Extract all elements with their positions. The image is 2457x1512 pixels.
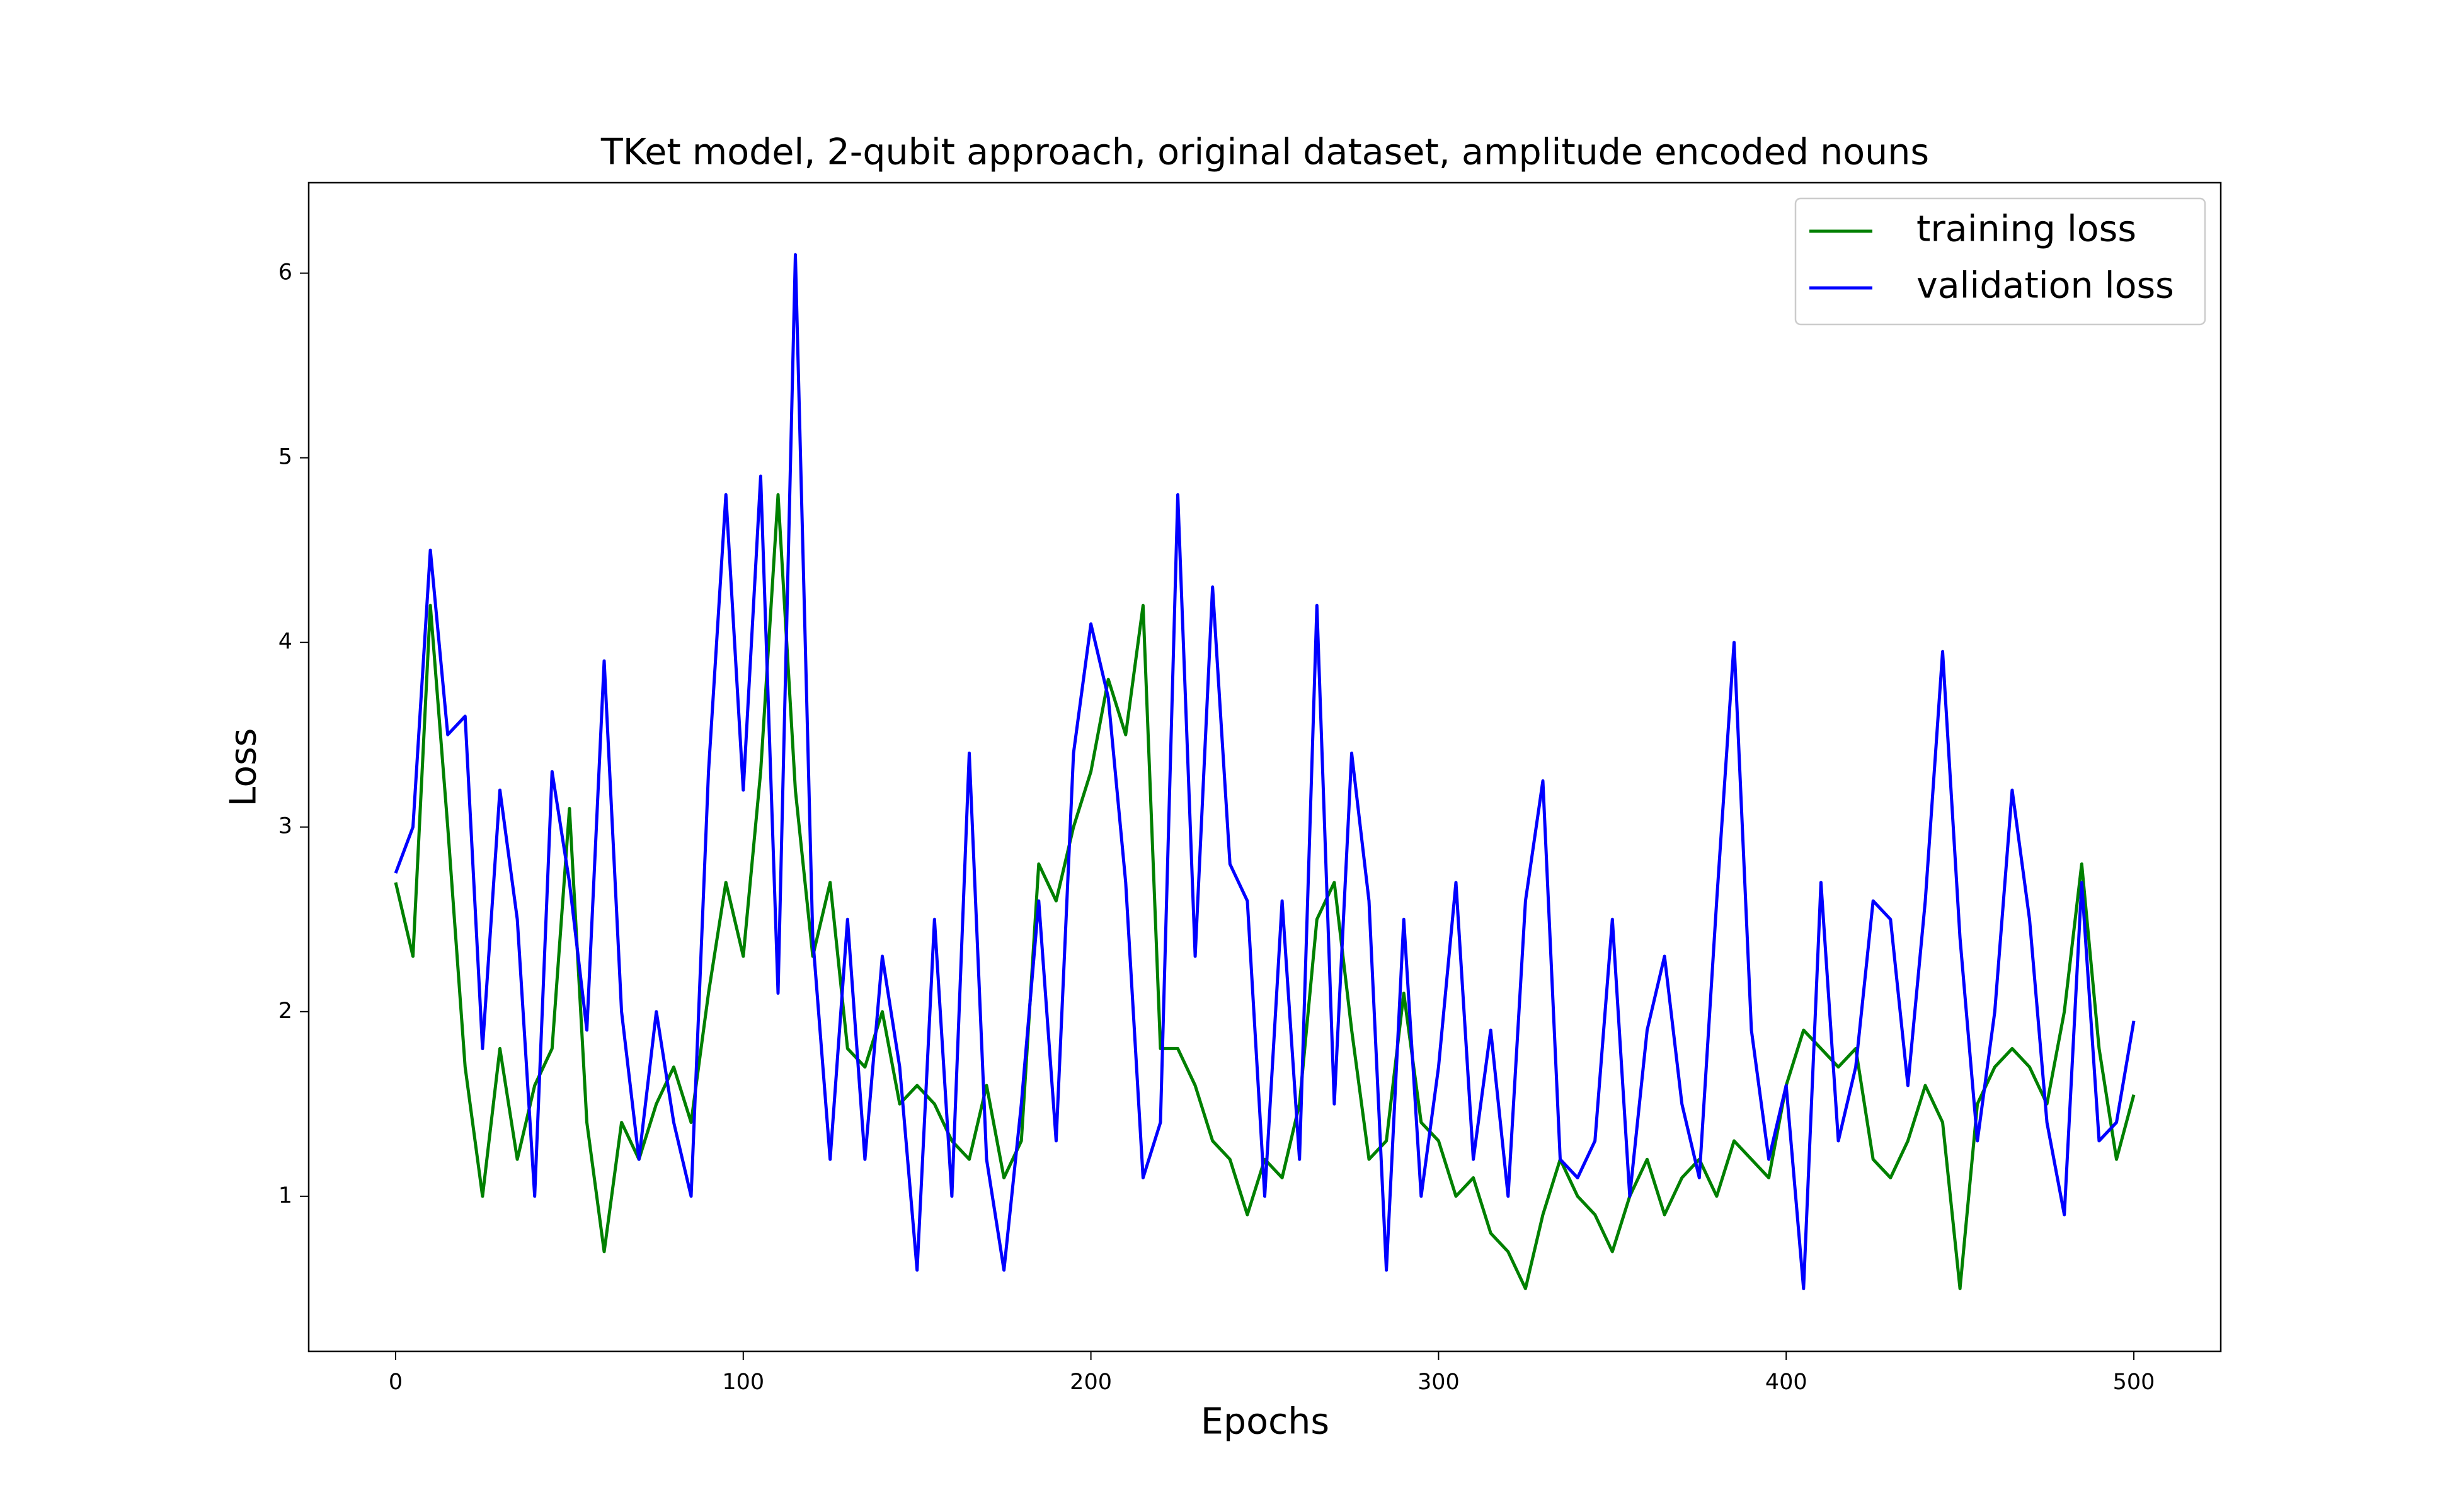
y-axis-label: Loss bbox=[223, 728, 265, 806]
y-tick-label: 5 bbox=[278, 445, 292, 470]
series-line bbox=[394, 493, 2136, 1290]
x-tick-label: 100 bbox=[722, 1370, 764, 1395]
y-tick-label: 4 bbox=[278, 629, 292, 655]
x-tick-label: 300 bbox=[1418, 1370, 1460, 1395]
y-tick-label: 3 bbox=[278, 814, 292, 839]
y-tick-label: 2 bbox=[278, 999, 292, 1024]
legend: training loss validation loss bbox=[1794, 197, 2206, 326]
x-tick-label: 500 bbox=[2113, 1370, 2155, 1395]
legend-label: training loss bbox=[1916, 209, 2136, 250]
y-tick-label: 6 bbox=[278, 260, 292, 285]
series-line bbox=[394, 253, 2136, 1290]
x-tick-label: 200 bbox=[1070, 1370, 1112, 1395]
chart-title: TKet model, 2-qubit approach, original d… bbox=[600, 132, 1929, 173]
x-tick-label: 400 bbox=[1765, 1370, 1807, 1395]
plot-frame bbox=[307, 181, 2222, 1353]
x-tick-label: 0 bbox=[389, 1370, 403, 1395]
x-axis-label: Epochs bbox=[1201, 1401, 1329, 1443]
legend-box bbox=[1794, 197, 2206, 326]
y-tick-label: 1 bbox=[278, 1183, 292, 1208]
legend-label: validation loss bbox=[1916, 265, 2174, 307]
